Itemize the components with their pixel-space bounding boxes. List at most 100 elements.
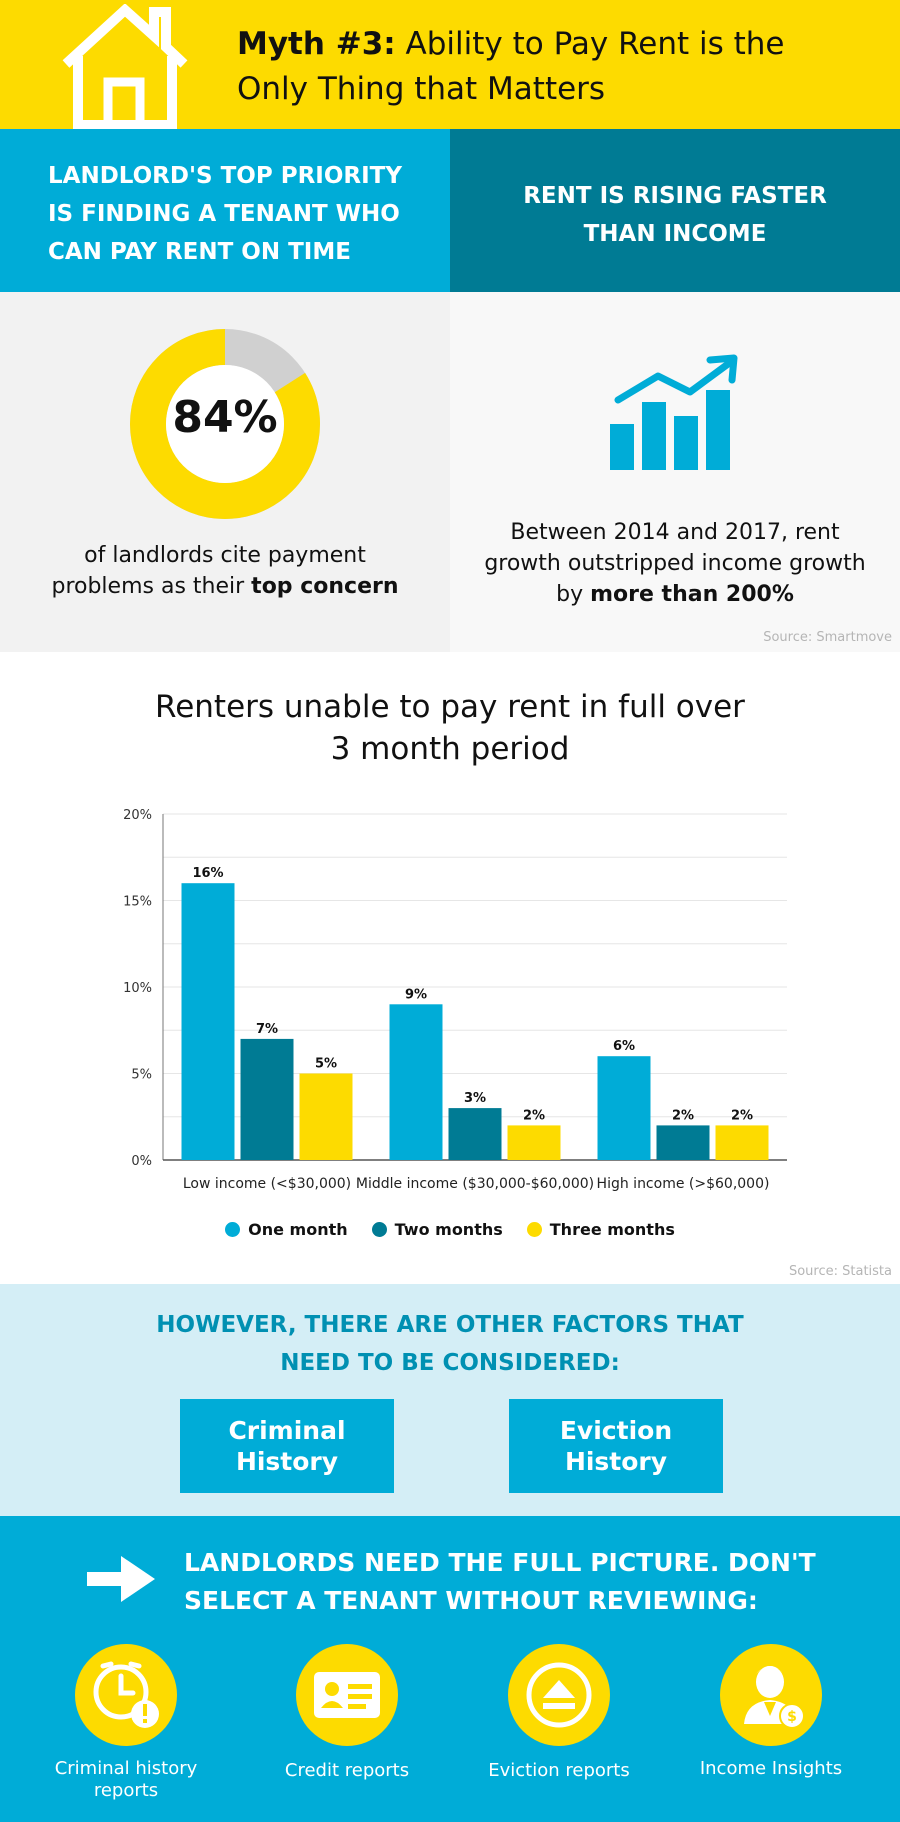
rent-growth-panel: Between 2014 and 2017, rent growth outst… <box>450 292 900 652</box>
id-card-icon <box>314 1672 380 1718</box>
rent-rising-band: RENT IS RISING FASTER THAN INCOME <box>450 129 900 292</box>
legend-label: Three months <box>549 1220 675 1239</box>
criminal-history-line-1: Criminal <box>228 1416 346 1445</box>
bar <box>181 883 235 1160</box>
x-category-label: High income (>$60,000) <box>597 1176 770 1192</box>
legend-label: Two months <box>394 1220 503 1239</box>
source-smartmove: Source: Smartmove <box>763 630 892 645</box>
arrow-right-icon <box>87 1556 155 1602</box>
landlord-caption-line-1: of landlords cite payment <box>84 543 366 568</box>
eviction-history-line-1: Eviction <box>559 1416 673 1445</box>
bar <box>299 1073 353 1160</box>
source-statista: Source: Statista <box>788 1264 892 1279</box>
growth-chart-icon <box>610 354 738 470</box>
house-icon <box>62 4 188 129</box>
clock-alert-icon <box>93 1661 159 1728</box>
landlord-stat-panel: 84% of landlords cite payment problems a… <box>0 292 450 652</box>
bar <box>448 1108 502 1160</box>
chart-title-line-1: Renters unable to pay rent in full over <box>155 689 745 725</box>
bar <box>656 1125 710 1160</box>
eviction-reports-label: Eviction reports <box>488 1760 630 1781</box>
rent-growth-bold: more than 200% <box>590 582 794 607</box>
bar-value-label: 5% <box>315 1057 337 1072</box>
eject-icon <box>526 1662 592 1728</box>
bar-value-label: 16% <box>192 866 223 881</box>
credit-reports-label: Credit reports <box>284 1760 410 1781</box>
rent-rising-line-2: THAN INCOME <box>583 221 767 247</box>
full-picture-heading: LANDLORDS NEED THE FULL PICTURE. DON'T S… <box>184 1544 884 1620</box>
y-tick-label: 0% <box>131 1154 152 1169</box>
donut-arc <box>130 329 320 519</box>
chart-legend: One month Two months Three months <box>0 1220 900 1239</box>
person-dollar-icon: $ <box>744 1666 805 1729</box>
other-factors-section: HOWEVER, THERE ARE OTHER FACTORS THAT NE… <box>0 1284 900 1516</box>
criminal-history-report-item <box>75 1644 177 1746</box>
legend-label: One month <box>248 1220 348 1239</box>
title-bold: Myth #3: <box>237 26 396 62</box>
donut-chart <box>130 329 320 519</box>
criminal-history-line-2: History <box>235 1447 339 1476</box>
credit-report-item <box>296 1644 398 1746</box>
legend-swatch <box>526 1222 542 1237</box>
criminal-history-label-line-1: Criminal history <box>54 1758 198 1779</box>
bar <box>507 1125 561 1160</box>
chart-title-line-2: 3 month period <box>330 731 570 767</box>
y-tick-label: 20% <box>123 808 152 823</box>
rent-growth-caption: Between 2014 and 2017, rent growth outst… <box>470 517 880 610</box>
y-tick-label: 5% <box>131 1068 152 1083</box>
bar-value-label: 2% <box>731 1108 753 1123</box>
y-tick-label: 10% <box>123 981 152 996</box>
rent-growth-line-3: by <box>556 582 591 607</box>
rent-growth-line-1: Between 2014 and 2017, rent <box>510 520 840 545</box>
landlord-caption-line-2: problems as their <box>51 574 252 599</box>
svg-text:$: $ <box>787 1709 797 1725</box>
rent-rising-line-1: RENT IS RISING FASTER <box>523 183 827 209</box>
eviction-history-line-2: History <box>564 1447 668 1476</box>
cta-line-2: SELECT A TENANT WITHOUT REVIEWING: <box>184 1586 758 1615</box>
income-insights-item: $ <box>720 1644 822 1746</box>
rent-rising-heading: RENT IS RISING FASTER THAN INCOME <box>450 177 900 253</box>
chart-title: Renters unable to pay rent in full over … <box>100 686 800 770</box>
x-category-label: Middle income ($30,000-$60,000) <box>356 1176 594 1192</box>
eviction-report-item <box>508 1644 610 1746</box>
criminal-history-box: Criminal History <box>180 1399 394 1493</box>
landlord-stat-caption: of landlords cite payment problems as th… <box>20 540 430 602</box>
legend-swatch <box>371 1222 387 1237</box>
x-category-label: Low income (<$30,000) <box>183 1176 351 1192</box>
criminal-history-label-line-2: reports <box>93 1780 159 1801</box>
bar-value-label: 2% <box>523 1108 545 1123</box>
priority-heading: LANDLORD'S TOP PRIORITY IS FINDING A TEN… <box>48 163 402 265</box>
bar <box>389 1004 443 1160</box>
bar-value-label: 6% <box>613 1039 635 1054</box>
full-picture-section: LANDLORDS NEED THE FULL PICTURE. DON'T S… <box>0 1516 900 1822</box>
eviction-history-box: Eviction History <box>509 1399 723 1493</box>
cta-line-1: LANDLORDS NEED THE FULL PICTURE. DON'T <box>184 1548 816 1577</box>
y-tick-label: 15% <box>123 895 152 910</box>
bar <box>240 1038 294 1160</box>
bar-chart: 0% 5% 10% 15% 20% 16% 7% 5% Low income (<$30,000… <box>123 808 787 1192</box>
legend-item: One month <box>225 1220 348 1239</box>
legend-swatch <box>225 1222 241 1237</box>
bar-value-label: 9% <box>405 987 427 1002</box>
legend-item: Two months <box>371 1220 503 1239</box>
bar-value-label: 7% <box>256 1022 278 1037</box>
rent-growth-line-2: growth outstripped income growth <box>484 551 866 576</box>
page-title: Myth #3: Ability to Pay Rent is the Only… <box>237 22 877 112</box>
landlord-caption-bold: top concern <box>251 574 399 599</box>
donut-value: 84% <box>172 392 278 443</box>
criminal-history-label: Criminal history reports <box>26 1758 226 1802</box>
header-banner: Myth #3: Ability to Pay Rent is the Only… <box>0 0 900 129</box>
factors-line-2: NEED TO BE CONSIDERED: <box>280 1350 620 1376</box>
bar <box>597 1056 651 1160</box>
bar-value-label: 2% <box>672 1108 694 1123</box>
legend-item: Three months <box>526 1220 675 1239</box>
income-insights-label: Income Insights <box>699 1758 843 1779</box>
priority-band: LANDLORD'S TOP PRIORITY IS FINDING A TEN… <box>0 129 450 292</box>
bar <box>715 1125 769 1160</box>
title-line-1: Ability to Pay Rent is the <box>405 26 785 62</box>
chart-section: Renters unable to pay rent in full over … <box>0 652 900 1284</box>
factors-line-1: HOWEVER, THERE ARE OTHER FACTORS THAT <box>156 1312 744 1338</box>
bar-value-label: 3% <box>464 1091 486 1106</box>
title-line-2: Only Thing that Matters <box>237 71 606 107</box>
other-factors-heading: HOWEVER, THERE ARE OTHER FACTORS THAT NE… <box>0 1306 900 1382</box>
